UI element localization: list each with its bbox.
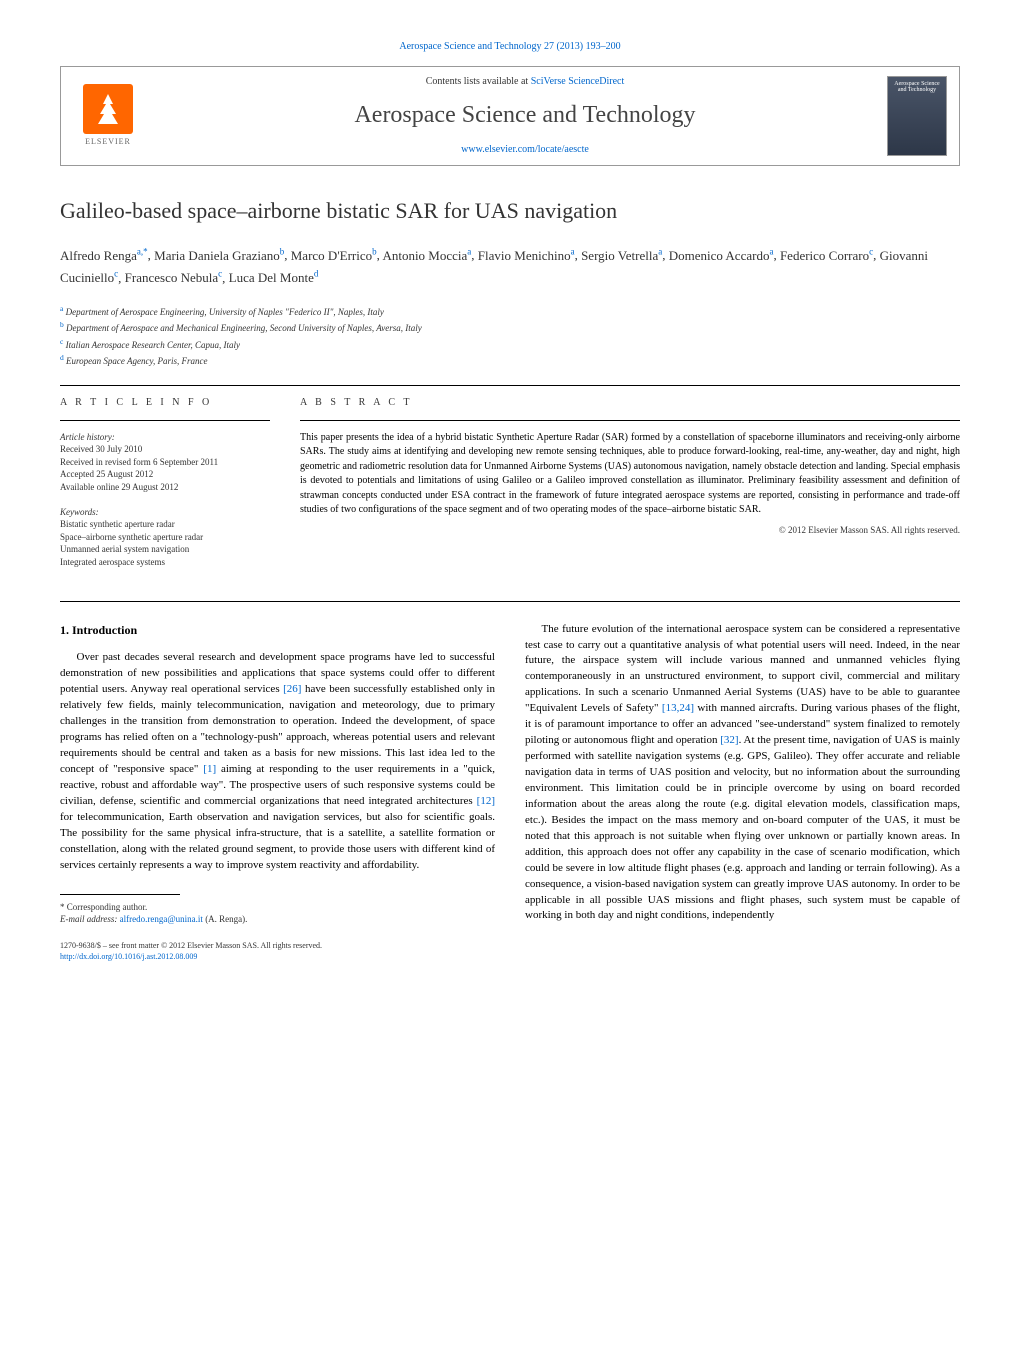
header-center: Contents lists available at SciVerse Sci… bbox=[163, 75, 887, 157]
author: Maria Daniela Grazianob bbox=[154, 248, 284, 263]
history-line: Accepted 25 August 2012 bbox=[60, 468, 270, 481]
author: Luca Del Monted bbox=[229, 270, 319, 285]
affiliation: d European Space Agency, Paris, France bbox=[60, 352, 960, 369]
author: Flavio Menichinoa bbox=[478, 248, 575, 263]
author-affil-ref: b bbox=[280, 246, 285, 256]
info-abstract-row: A R T I C L E I N F O Article history: R… bbox=[60, 396, 960, 581]
history-line: Received 30 July 2010 bbox=[60, 443, 270, 456]
journal-header: ELSEVIER Contents lists available at Sci… bbox=[60, 66, 960, 166]
email-label: E-mail address: bbox=[60, 914, 117, 924]
history-line: Available online 29 August 2012 bbox=[60, 481, 270, 494]
article-info-heading: A R T I C L E I N F O bbox=[60, 396, 270, 410]
elsevier-tree-icon bbox=[83, 84, 133, 134]
affiliations-list: a Department of Aerospace Engineering, U… bbox=[60, 303, 960, 369]
body-two-column: 1. Introduction Over past decades severa… bbox=[60, 622, 960, 962]
corresponding-author-footnote: * Corresponding author. E-mail address: … bbox=[60, 901, 495, 926]
author-affil-ref: a bbox=[571, 246, 575, 256]
body-column-right: The future evolution of the internationa… bbox=[525, 622, 960, 962]
doi-link[interactable]: http://dx.doi.org/10.1016/j.ast.2012.08.… bbox=[60, 952, 197, 961]
corresponding-email[interactable]: alfredo.renga@unina.it bbox=[120, 914, 203, 924]
citation-ref[interactable]: [32] bbox=[720, 734, 738, 746]
article-title: Galileo-based space–airborne bistatic SA… bbox=[60, 196, 960, 227]
publisher-name: ELSEVIER bbox=[85, 136, 131, 147]
keywords-label: Keywords: bbox=[60, 506, 270, 519]
journal-url[interactable]: www.elsevier.com/locate/aescte bbox=[163, 143, 887, 157]
affiliation: a Department of Aerospace Engineering, U… bbox=[60, 303, 960, 320]
citation-ref[interactable]: [26] bbox=[283, 683, 301, 695]
journal-name: Aerospace Science and Technology bbox=[163, 99, 887, 133]
issn-copyright: 1270-9638/$ – see front matter © 2012 El… bbox=[60, 940, 495, 951]
contents-prefix: Contents lists available at bbox=[426, 76, 531, 87]
author: Francesco Nebulac bbox=[125, 270, 223, 285]
abstract-column: A B S T R A C T This paper presents the … bbox=[300, 396, 960, 581]
author-affil-ref: c bbox=[218, 269, 222, 279]
history-line: Received in revised form 6 September 201… bbox=[60, 456, 270, 469]
keyword: Space–airborne synthetic aperture radar bbox=[60, 531, 270, 544]
keyword: Integrated aerospace systems bbox=[60, 556, 270, 569]
author-affil-ref: a bbox=[769, 246, 773, 256]
author-affil-ref: a bbox=[467, 246, 471, 256]
keyword: Bistatic synthetic aperture radar bbox=[60, 518, 270, 531]
sciencedirect-link[interactable]: SciVerse ScienceDirect bbox=[531, 76, 625, 87]
corresponding-label: * Corresponding author. bbox=[60, 901, 495, 914]
author-affil-ref: b bbox=[372, 246, 377, 256]
author: Alfredo Rengaa,* bbox=[60, 248, 148, 263]
article-info-column: A R T I C L E I N F O Article history: R… bbox=[60, 396, 270, 581]
divider bbox=[60, 385, 960, 386]
author-affil-ref: d bbox=[314, 269, 319, 279]
divider bbox=[300, 420, 960, 421]
section-1-heading: 1. Introduction bbox=[60, 622, 495, 639]
divider bbox=[60, 601, 960, 602]
journal-issue-link[interactable]: Aerospace Science and Technology 27 (201… bbox=[60, 40, 960, 54]
author-affil-ref: a bbox=[658, 246, 662, 256]
author-affil-ref: c bbox=[869, 246, 873, 256]
history-label: Article history: bbox=[60, 431, 270, 444]
body-column-left: 1. Introduction Over past decades severa… bbox=[60, 622, 495, 962]
cover-title: Aerospace Science and Technology bbox=[892, 81, 942, 94]
author-affil-ref: c bbox=[114, 269, 118, 279]
affiliation: b Department of Aerospace and Mechanical… bbox=[60, 319, 960, 336]
author: Antonio Mocciaa bbox=[382, 248, 471, 263]
affiliation: c Italian Aerospace Research Center, Cap… bbox=[60, 336, 960, 353]
author-affil-ref: a,* bbox=[137, 246, 148, 256]
keywords-block: Keywords: Bistatic synthetic aperture ra… bbox=[60, 506, 270, 569]
body-paragraph: Over past decades several research and d… bbox=[60, 650, 495, 873]
keyword: Unmanned aerial system navigation bbox=[60, 543, 270, 556]
author: Sergio Vetrellaa bbox=[581, 248, 662, 263]
abstract-text: This paper presents the idea of a hybrid… bbox=[300, 431, 960, 518]
abstract-heading: A B S T R A C T bbox=[300, 396, 960, 410]
bottom-metadata: 1270-9638/$ – see front matter © 2012 El… bbox=[60, 940, 495, 962]
citation-ref[interactable]: [1] bbox=[203, 763, 216, 775]
footnote-divider bbox=[60, 894, 180, 895]
abstract-copyright: © 2012 Elsevier Masson SAS. All rights r… bbox=[300, 524, 960, 537]
divider bbox=[60, 420, 270, 421]
author: Domenico Accardoa bbox=[669, 248, 774, 263]
email-author-name: (A. Renga). bbox=[205, 914, 247, 924]
contents-available: Contents lists available at SciVerse Sci… bbox=[163, 75, 887, 89]
body-paragraph: The future evolution of the internationa… bbox=[525, 622, 960, 925]
article-history: Article history: Received 30 July 2010Re… bbox=[60, 431, 270, 494]
citation-ref[interactable]: [13,24] bbox=[662, 702, 694, 714]
author: Marco D'Erricob bbox=[291, 248, 377, 263]
citation-ref[interactable]: [12] bbox=[477, 795, 495, 807]
authors-list: Alfredo Rengaa,*, Maria Daniela Graziano… bbox=[60, 244, 960, 288]
author: Federico Corraroc bbox=[780, 248, 873, 263]
publisher-logo: ELSEVIER bbox=[73, 81, 143, 151]
journal-cover-thumbnail: Aerospace Science and Technology bbox=[887, 76, 947, 156]
